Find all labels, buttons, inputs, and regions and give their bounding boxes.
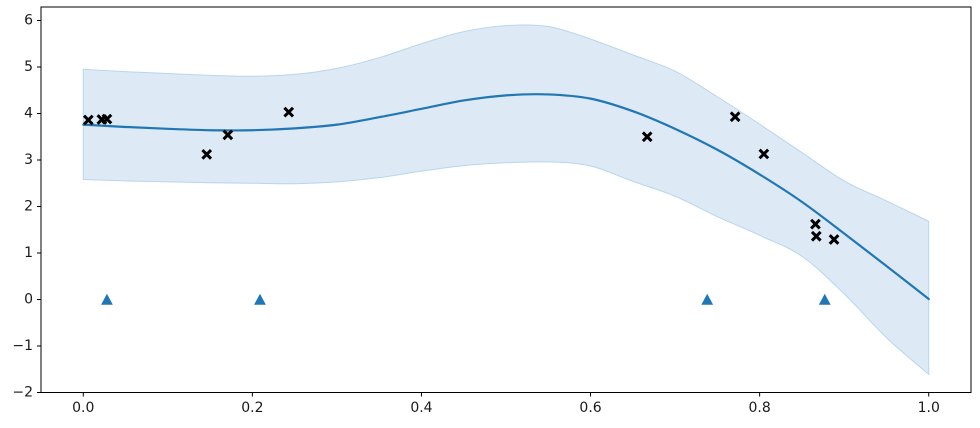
training-point-marker (758, 148, 770, 160)
posterior-mean-line (82, 93, 930, 301)
y-tick-label: −2 (12, 385, 33, 401)
inducing-point-marker (701, 293, 714, 305)
y-tick-label: −1 (12, 338, 33, 354)
training-point-marker (810, 230, 822, 242)
inducing-point-marker (254, 293, 266, 305)
training-point-marker (101, 113, 113, 125)
x-tick-label: 0.8 (749, 400, 771, 416)
training-point-marker (222, 129, 234, 141)
inducing-point-marker (818, 293, 831, 305)
y-tick-label: 0 (24, 291, 33, 307)
confidence-band (82, 24, 930, 376)
training-point-marker (729, 111, 741, 123)
inducing-point-marker (101, 293, 113, 305)
training-point-marker (828, 234, 840, 245)
x-tick-label: 1.0 (918, 400, 940, 416)
training-point-marker (641, 131, 653, 143)
x-tick-label: 0.4 (410, 400, 432, 416)
y-tick-label: 1 (24, 245, 33, 261)
training-point-marker (283, 106, 295, 118)
training-point-marker (201, 149, 213, 160)
y-tick-label: 6 (24, 12, 33, 28)
y-tick-label: 4 (24, 105, 33, 121)
x-tick-label: 0.6 (579, 400, 601, 416)
training-point-marker (810, 218, 821, 230)
x-tick-label: 0.0 (72, 400, 94, 416)
axes-frame (40, 6, 972, 393)
y-tick-label: 5 (24, 59, 33, 75)
y-tick-label: 2 (24, 198, 33, 214)
training-point-marker (82, 114, 94, 126)
x-tick-label: 0.2 (241, 400, 263, 416)
y-tick-label: 3 (24, 152, 33, 168)
